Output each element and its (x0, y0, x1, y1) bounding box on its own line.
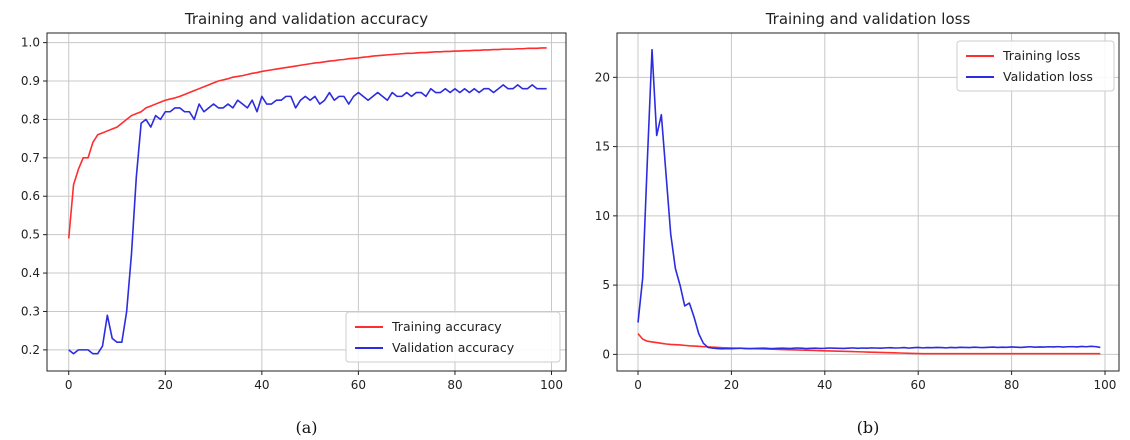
x-tick-label: 40 (817, 378, 832, 392)
y-tick-label: 0.8 (21, 112, 40, 126)
y-tick-label: 0.4 (21, 266, 40, 280)
y-tick-label: 0.3 (21, 304, 40, 318)
legend-box (956, 40, 1115, 92)
x-tick-label: 80 (447, 378, 462, 392)
x-tick-label: 60 (911, 378, 926, 392)
training-series-line (67, 47, 547, 239)
plot-area-frame (46, 32, 567, 372)
x-tick-label: 0 (65, 378, 73, 392)
x-tick-label: 20 (724, 378, 739, 392)
accuracy-chart: 0 20 40 60 80 100 0.2 0.3 0.4 0.5 0.6 0.7 0.8 0.9 1.0 T… (21, 10, 567, 437)
y-tick-label: 20 (595, 70, 610, 84)
y-tick-label: 0.7 (21, 151, 40, 165)
chart-title: Training and validation accuracy (184, 10, 428, 28)
validation-series-line (68, 84, 547, 355)
y-tick-label: 0.6 (21, 189, 40, 203)
validation-series-line (637, 48, 1101, 350)
y-tick-label: 0.2 (21, 343, 40, 357)
x-tick-label: 40 (254, 378, 269, 392)
y-tick-label: 0.9 (21, 74, 40, 88)
legend-label: Training loss (1002, 48, 1080, 63)
figure-caption: (a) (295, 418, 317, 437)
x-tick-label: 20 (158, 378, 173, 392)
loss-chart: 0 20 40 60 80 100 0 5 10 15 20 Training and validat… (595, 10, 1120, 437)
y-tick-label: 15 (595, 140, 610, 154)
y-tick-label: 0 (602, 347, 610, 361)
y-tick-label: 10 (595, 209, 610, 223)
legend-label: Validation loss (1003, 69, 1093, 84)
figure-caption: (b) (857, 418, 880, 437)
x-tick-label: 80 (1004, 378, 1019, 392)
y-tick-label: 1.0 (21, 36, 40, 50)
legend-label: Validation accuracy (392, 340, 515, 355)
x-tick-label: 100 (540, 378, 563, 392)
legend-box (345, 311, 561, 363)
x-tick-label: 100 (1094, 378, 1117, 392)
training-series-line (637, 333, 1101, 355)
y-tick-label: 5 (602, 278, 610, 292)
x-tick-label: 0 (634, 378, 642, 392)
plot-area-frame (616, 32, 1120, 372)
chart-title: Training and validation loss (765, 10, 971, 28)
legend-label: Training accuracy (391, 319, 502, 334)
y-tick-label: 0.5 (21, 228, 40, 242)
x-tick-label: 60 (351, 378, 366, 392)
